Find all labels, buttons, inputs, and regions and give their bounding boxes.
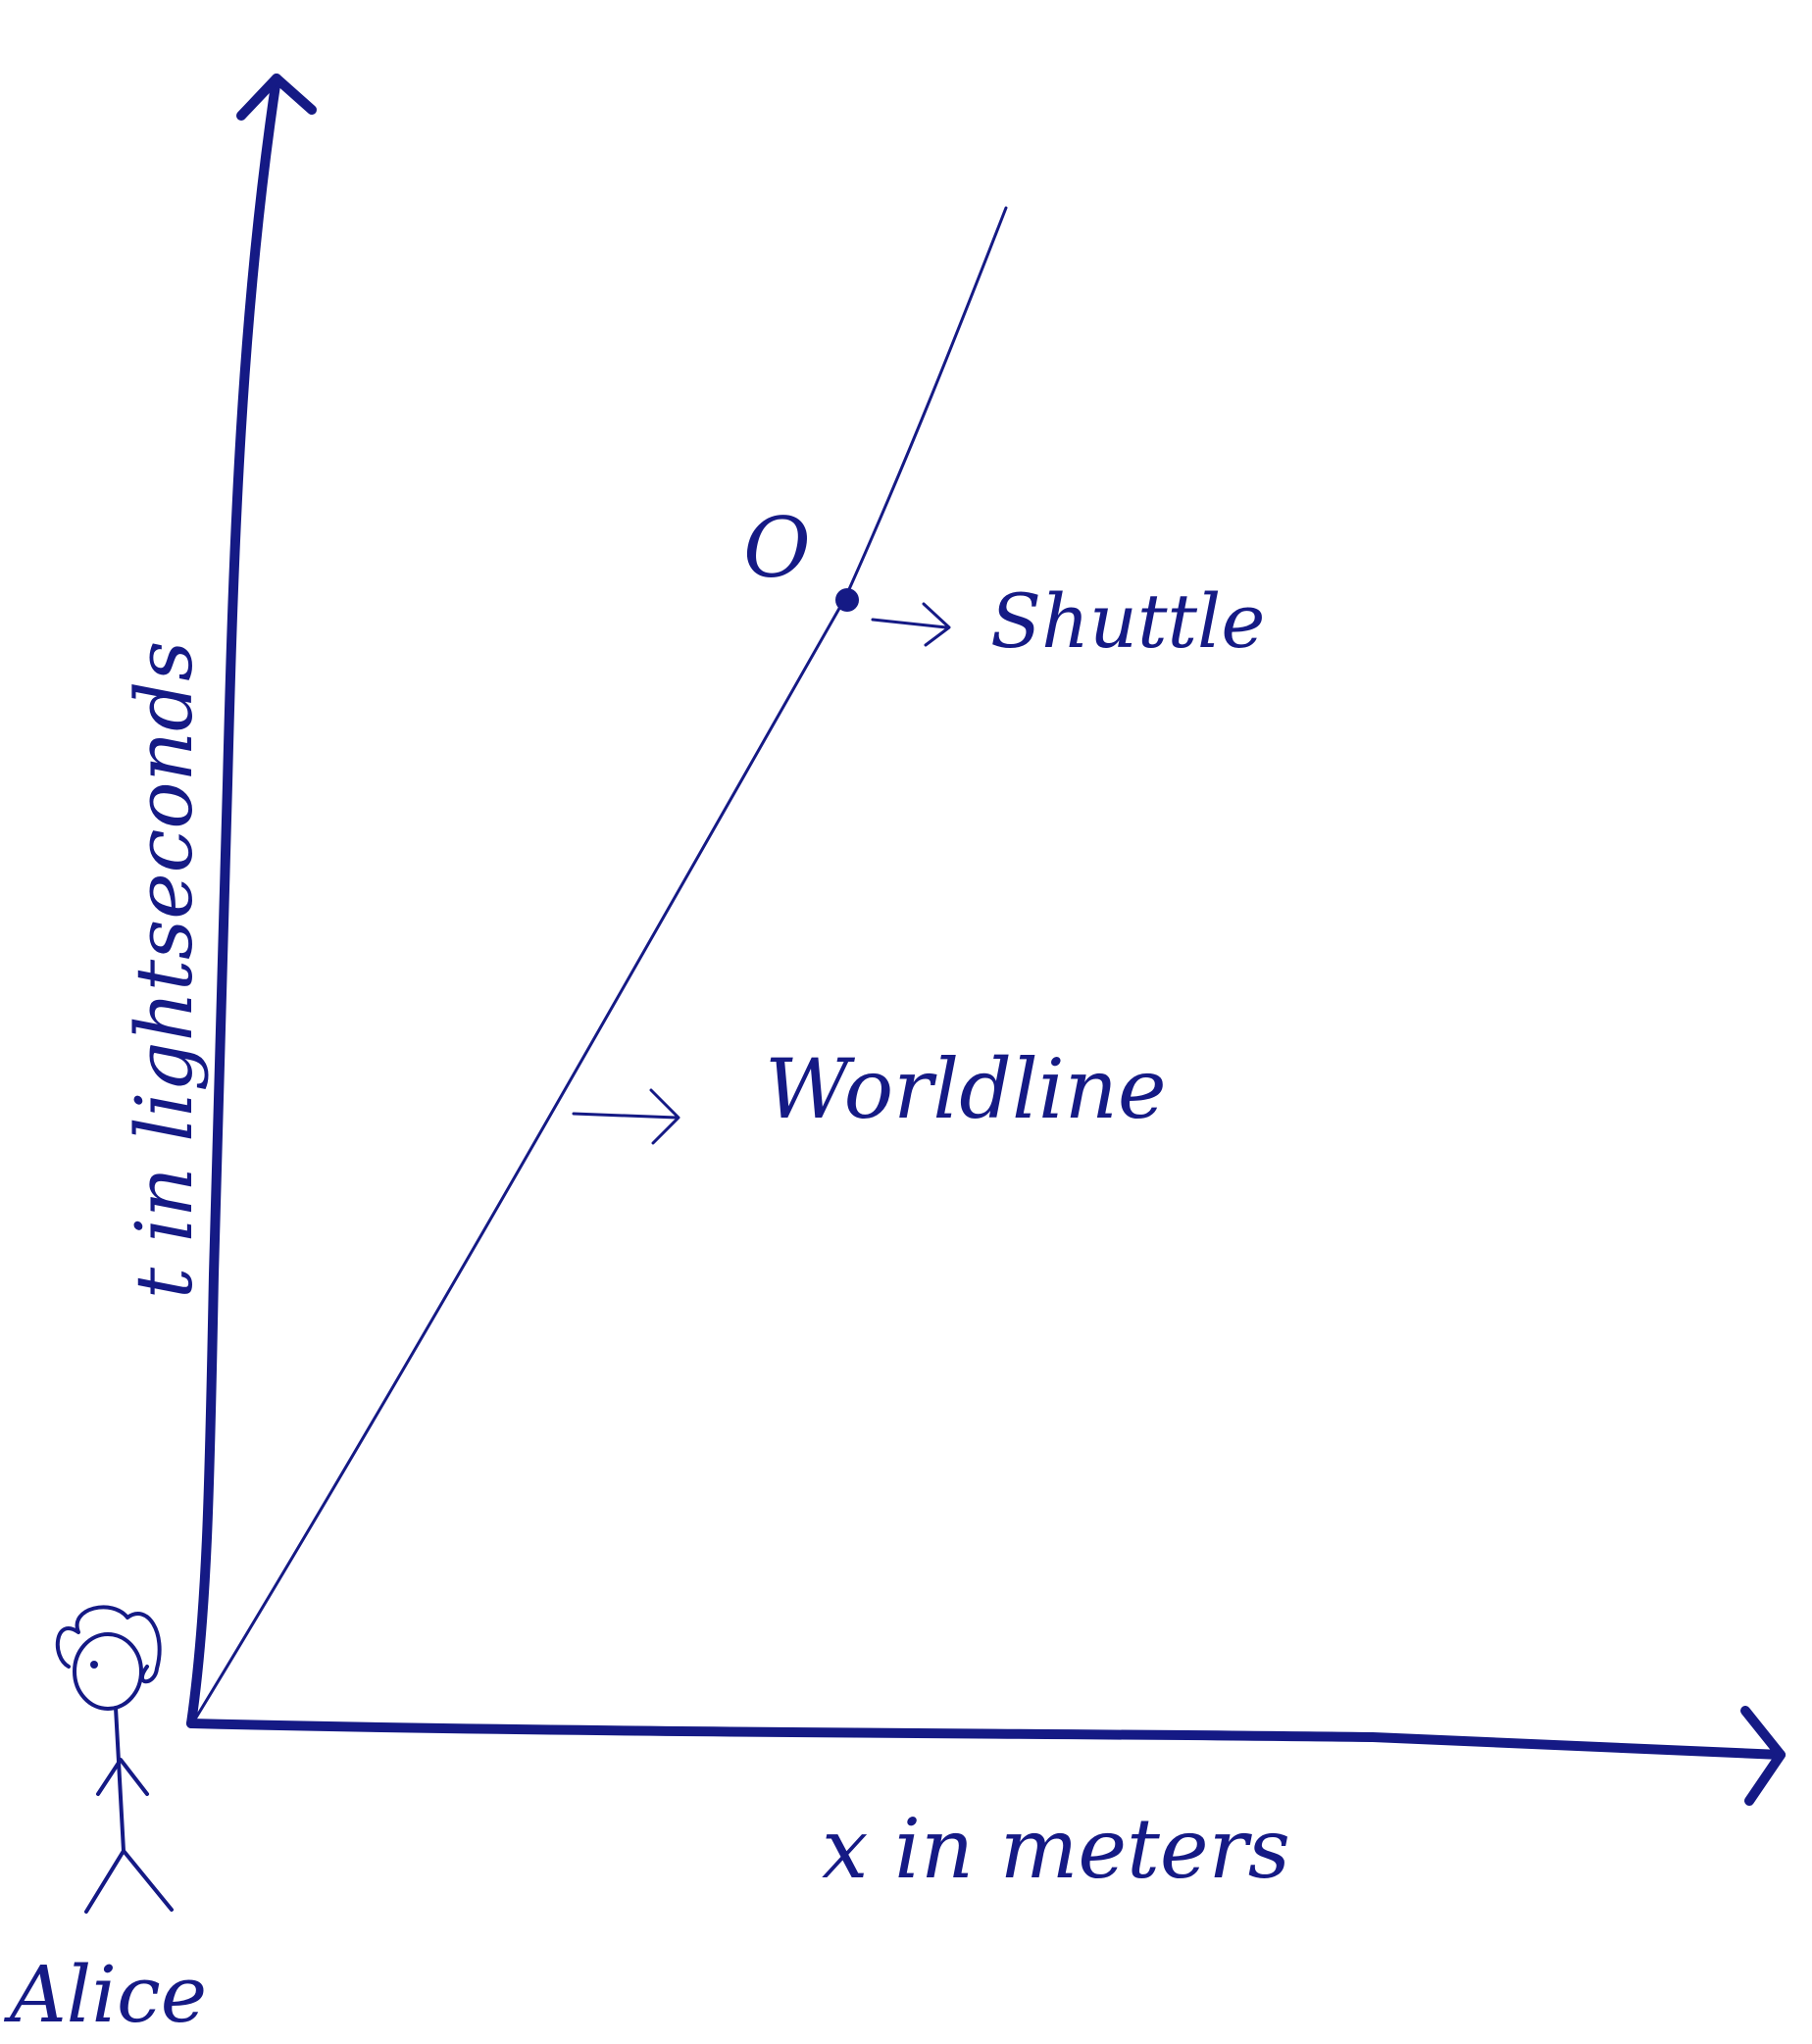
shuttle-dot — [835, 588, 859, 612]
y-axis-label: t in lightseconds — [119, 641, 210, 1299]
alice-eye — [90, 1661, 98, 1669]
time-axis-arrowhead — [236, 74, 317, 121]
time-axis — [186, 74, 281, 1728]
worldline — [194, 206, 1008, 1720]
alice-label: Alice — [3, 1949, 207, 2040]
space-axis-arrowhead — [1740, 1706, 1786, 1806]
worldline-label: Worldline — [765, 1041, 1167, 1137]
worldline-pointer-arrow — [572, 1088, 680, 1145]
alice-figure — [55, 1605, 174, 1914]
shuttle-label: Shuttle — [990, 577, 1265, 665]
x-axis-label: x in meters — [822, 1801, 1290, 1897]
alice-hair — [55, 1605, 162, 1684]
shuttle-pointer-arrow — [871, 602, 951, 647]
alice-arms — [96, 1758, 149, 1796]
alice-legs — [84, 1849, 174, 1914]
event-label: O — [743, 500, 811, 596]
alice-body — [114, 1706, 126, 1853]
space-axis — [186, 1719, 1786, 1760]
alice-head — [73, 1632, 143, 1711]
